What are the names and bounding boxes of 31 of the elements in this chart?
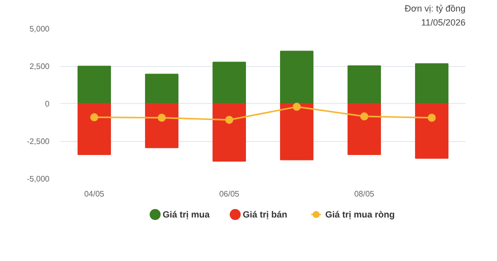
bar — [415, 103, 448, 159]
point — [360, 112, 368, 120]
bar — [280, 103, 314, 160]
bar — [348, 103, 381, 155]
legend-label: Giá trị bán — [242, 210, 288, 220]
y-tick-label: 2,500 — [29, 62, 50, 71]
y-tick-label: -5,000 — [26, 174, 50, 184]
bar — [212, 62, 246, 104]
legend-label: Giá trị mua ròng — [325, 210, 395, 220]
bar — [145, 103, 178, 148]
legend-label: Giá trị mua — [162, 210, 211, 220]
x-tick-label: 04/05 — [84, 190, 105, 198]
bar — [280, 50, 314, 104]
y-tick-label: -2,500 — [26, 137, 50, 146]
bar — [348, 65, 381, 104]
bar — [145, 74, 178, 104]
point — [292, 102, 301, 111]
bar — [78, 66, 111, 104]
x-tick-label: 06/05 — [219, 190, 240, 198]
text: Đơn vị: tỷ đồng — [404, 4, 466, 14]
y-tick-label: 0 — [45, 100, 50, 108]
point — [90, 113, 98, 122]
point — [158, 114, 166, 122]
x-tick-label: 08/05 — [354, 190, 375, 198]
point — [225, 116, 234, 124]
bar — [415, 63, 448, 104]
bar — [212, 103, 246, 162]
y-tick-label: 5,000 — [29, 24, 50, 34]
point — [428, 114, 436, 122]
text: 11/05/2026 — [421, 18, 466, 28]
bar — [78, 103, 111, 155]
